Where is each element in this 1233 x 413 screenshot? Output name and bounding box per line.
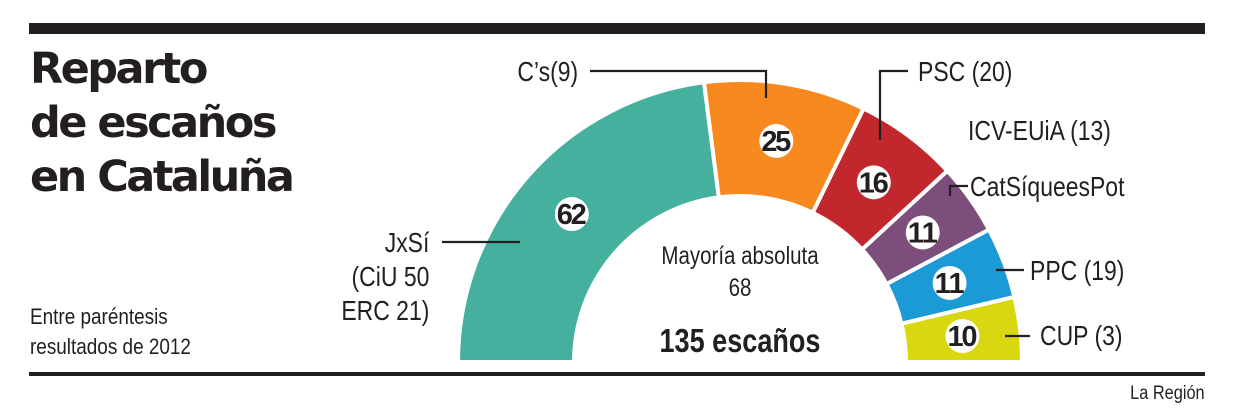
top-rule — [29, 23, 1205, 34]
label-psc: PSC (20) — [918, 56, 1013, 87]
seat-badge — [554, 197, 589, 232]
source-credit: La Región — [1130, 383, 1205, 404]
bottom-rule — [29, 372, 1205, 376]
seat-badge — [759, 123, 794, 158]
label-ppc: PPC (19) — [1030, 255, 1125, 286]
leader-psc — [878, 69, 908, 140]
seat-badge — [945, 318, 980, 353]
label-icv: ICV-EUiA (13) — [968, 115, 1111, 146]
seat-count: 25 — [761, 126, 791, 158]
majority-label: Mayoría absoluta — [661, 242, 819, 270]
seat-count: 10 — [947, 321, 977, 353]
seat-count: 16 — [859, 167, 889, 199]
footnote-line-2: resultados de 2012 — [30, 334, 191, 359]
seat-badge — [932, 265, 967, 300]
title-line-3: en Cataluña — [30, 152, 295, 202]
leader-catsi — [948, 184, 968, 196]
seat-badges: 62 25 16 11 11 10 — [554, 123, 980, 353]
seat-badge — [856, 165, 891, 200]
seat-count: 11 — [908, 217, 938, 249]
title-line-2: de escaños — [30, 98, 277, 148]
majority-value: 68 — [728, 274, 752, 302]
chart-title: Reparto de escaños en Cataluña — [30, 42, 295, 204]
footnote-line-1: Entre paréntesis — [30, 304, 168, 329]
majority-annotation: Mayoría absoluta 68 — [617, 240, 863, 304]
label-jxsi: JxSí (CiU 50 ERC 21) — [340, 227, 429, 326]
title-line-1: Reparto — [30, 44, 208, 94]
label-catsi: CatSíqueesPot — [970, 171, 1125, 202]
label-cup: CUP (3) — [1040, 320, 1123, 351]
seat-badge — [905, 215, 940, 250]
footnote: Entre paréntesis resultados de 2012 — [30, 302, 191, 362]
leader-lines — [442, 69, 1030, 338]
segment-jxs — [455, 80, 722, 364]
seat-count: 11 — [935, 268, 965, 300]
total-seats: 135 escaños — [659, 322, 821, 359]
seat-count: 62 — [557, 199, 587, 231]
leader-cs — [590, 69, 768, 98]
label-cs: C’s(9) — [517, 56, 578, 87]
